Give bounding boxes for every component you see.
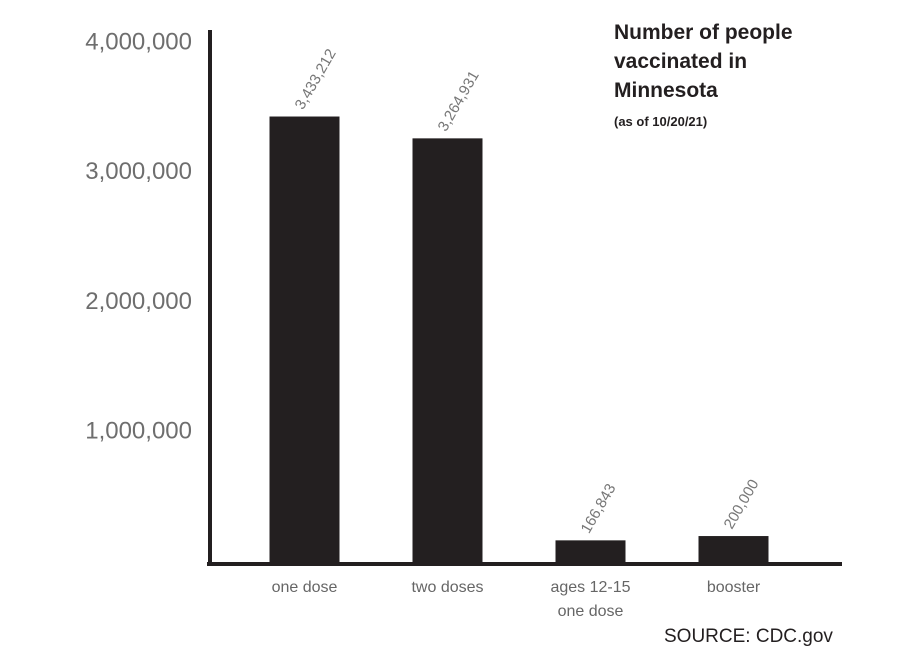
y-tick-label: 2,000,000 bbox=[85, 288, 192, 315]
bar bbox=[412, 138, 483, 563]
chart-subtitle: (as of 10/20/21) bbox=[614, 114, 708, 129]
value-label: 3,264,931 bbox=[435, 68, 483, 134]
x-tick-label: booster bbox=[706, 579, 761, 596]
y-tick-label: 1,000,000 bbox=[85, 418, 192, 445]
source-note: SOURCE: CDC.gov bbox=[664, 626, 833, 647]
value-label: 166,843 bbox=[578, 481, 620, 536]
chart-title: Number of people vaccinated in Minnesota bbox=[614, 21, 793, 102]
y-tick-label: 4,000,000 bbox=[85, 28, 192, 55]
value-label: 3,433,212 bbox=[292, 46, 340, 112]
x-tick-label: two doses bbox=[411, 579, 484, 596]
bar bbox=[555, 540, 626, 562]
bar bbox=[698, 536, 769, 562]
x-tick-label: ages 12-15 one dose bbox=[550, 579, 631, 620]
x-tick-label: one dose bbox=[271, 579, 338, 596]
bar bbox=[269, 116, 340, 562]
value-label: 200,000 bbox=[721, 477, 763, 532]
y-tick-label: 3,000,000 bbox=[85, 158, 192, 185]
